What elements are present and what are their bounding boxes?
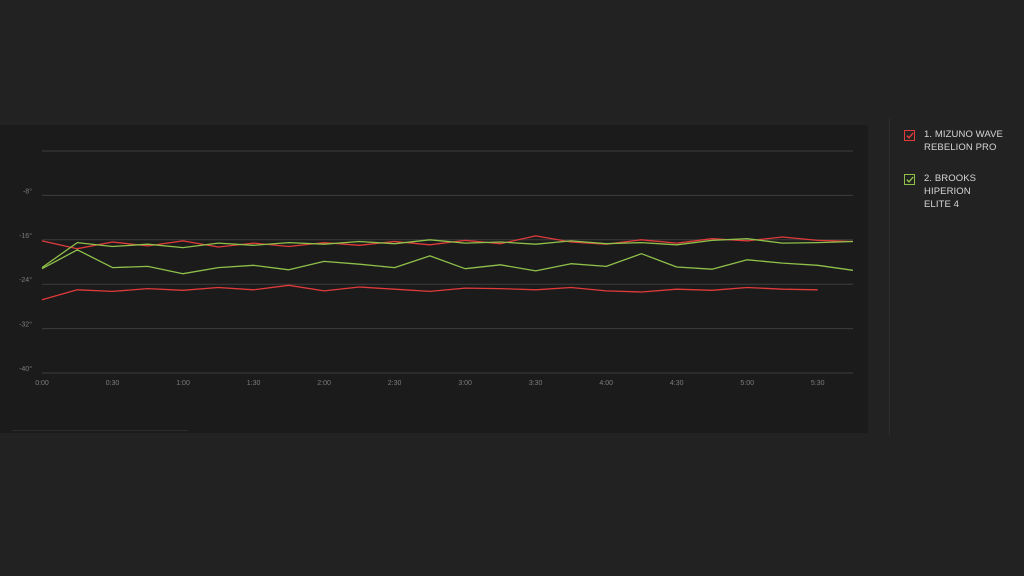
legend-label: 1. MIZUNO WAVE REBELION PRO [924,129,1003,153]
y-tick-label: -40° [19,365,32,373]
y-tick-label: -24° [19,276,32,284]
x-tick-label: 3:30 [529,380,543,387]
line-chart: -8° -16° -24° -32° -40° 0:00 0:30 1:00 1:30 2:00… [19,150,854,387]
series-line-1 [41,284,818,301]
chart-panel: -8° -16° -24° -32° -40° 0:00 0:30 1:00 1:30 2:00… [0,125,868,433]
checkbox-checked-icon[interactable] [904,174,915,185]
y-tick-label: -16° [19,232,32,240]
legend-label: 2. BROOKS HIPERION ELITE 4 [924,173,977,210]
series-line-3 [41,238,854,269]
x-tick-label: 4:00 [599,380,613,387]
x-tick-label: 1:30 [247,380,261,387]
x-tick-label: 3:00 [458,380,472,387]
x-tick-label: 2:00 [317,380,331,387]
x-tick-label: 1:00 [176,380,190,387]
x-tick-label: 0:30 [106,380,120,387]
y-tick-label: -8° [23,187,32,195]
series-line-2 [41,249,854,275]
series-line-0 [41,235,854,250]
legend: 1. MIZUNO WAVE REBELION PRO 2. BROOKS HI… [904,128,1022,229]
legend-item-brooks[interactable]: 2. BROOKS HIPERION ELITE 4 [904,172,1022,211]
x-tick-label: 2:30 [388,380,402,387]
x-tick-label: 5:00 [740,380,754,387]
y-tick-label: -32° [19,321,32,329]
checkbox-checked-icon[interactable] [904,130,915,141]
panel-divider [889,118,890,436]
x-tick-label: 5:30 [811,380,825,387]
scrollbar-track [12,430,188,431]
x-tick-label: 4:30 [670,380,684,387]
x-tick-label: 0:00 [35,380,49,387]
legend-item-mizuno[interactable]: 1. MIZUNO WAVE REBELION PRO [904,128,1022,154]
